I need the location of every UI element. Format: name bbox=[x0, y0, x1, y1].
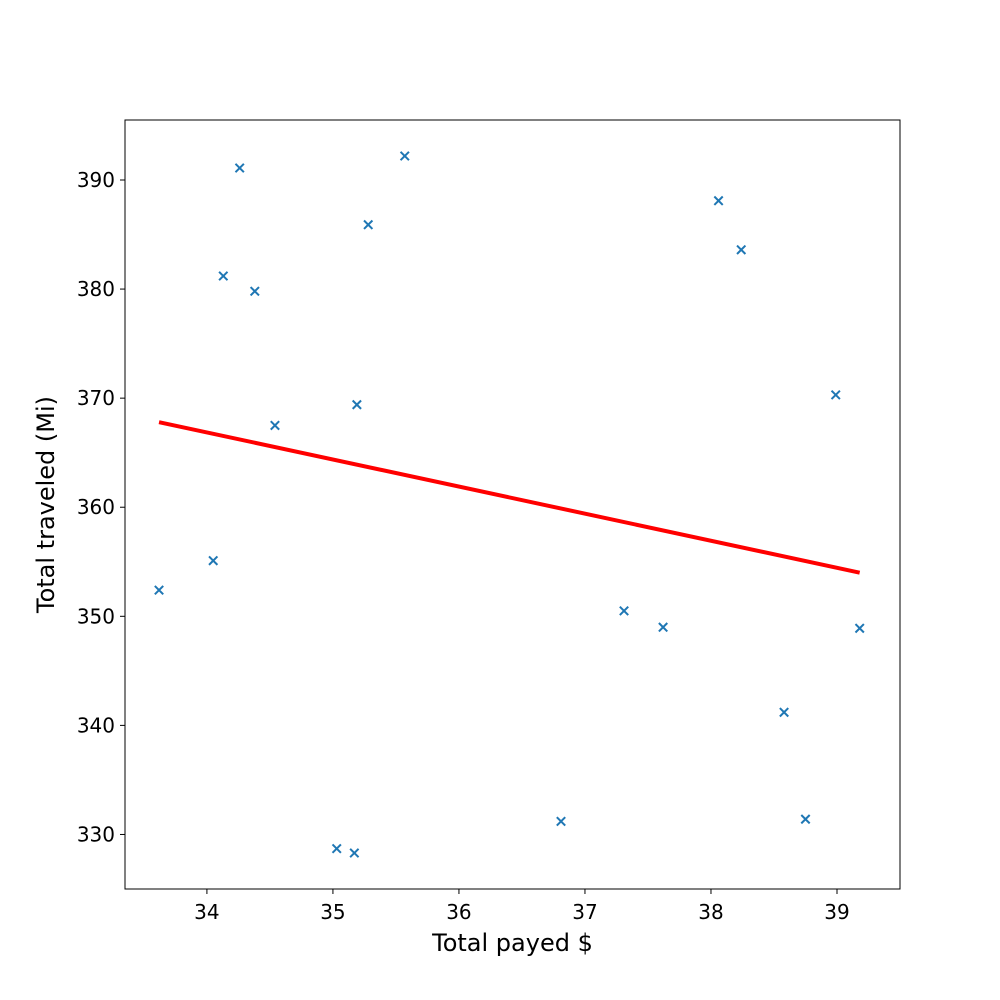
y-tick-label: 380 bbox=[77, 277, 115, 301]
x-tick-label: 37 bbox=[572, 900, 597, 924]
data-point bbox=[830, 389, 841, 400]
data-point bbox=[154, 585, 164, 596]
data-point bbox=[556, 816, 566, 827]
y-tick-label: 340 bbox=[77, 713, 115, 737]
y-tick-label: 330 bbox=[77, 822, 115, 846]
y-tick-label: 390 bbox=[77, 168, 115, 192]
x-tick-label: 34 bbox=[194, 900, 219, 924]
x-axis-label: Total payed $ bbox=[431, 929, 593, 957]
x-tick-label: 39 bbox=[824, 900, 849, 924]
data-point bbox=[249, 286, 260, 297]
data-point bbox=[399, 151, 410, 161]
y-axis-ticks: 330 340 350 360 370 380 390 bbox=[77, 168, 125, 846]
data-point bbox=[270, 420, 280, 431]
y-tick-label: 350 bbox=[77, 604, 115, 628]
data-point bbox=[349, 848, 360, 858]
data-point bbox=[658, 622, 668, 633]
data-point bbox=[331, 843, 342, 854]
x-tick-label: 35 bbox=[320, 900, 345, 924]
data-point bbox=[218, 271, 229, 281]
y-tick-label: 360 bbox=[77, 495, 115, 519]
data-point bbox=[619, 605, 629, 616]
x-tick-label: 38 bbox=[698, 900, 723, 924]
data-point bbox=[736, 244, 747, 255]
x-tick-label: 36 bbox=[446, 900, 471, 924]
data-point bbox=[800, 814, 811, 825]
plot-frame bbox=[124, 119, 901, 890]
plot-marks bbox=[154, 151, 865, 858]
data-point bbox=[234, 163, 245, 173]
data-point bbox=[208, 555, 219, 566]
data-point bbox=[363, 219, 374, 230]
y-axis-label: Total traveled (Mi) bbox=[32, 396, 60, 614]
y-tick-label: 370 bbox=[77, 386, 115, 410]
x-axis-ticks: 34 35 36 37 38 39 bbox=[194, 889, 850, 924]
data-point bbox=[779, 707, 789, 718]
data-point bbox=[854, 623, 865, 634]
trend-line bbox=[158, 420, 861, 575]
data-point bbox=[713, 195, 724, 206]
data-point bbox=[351, 399, 362, 410]
